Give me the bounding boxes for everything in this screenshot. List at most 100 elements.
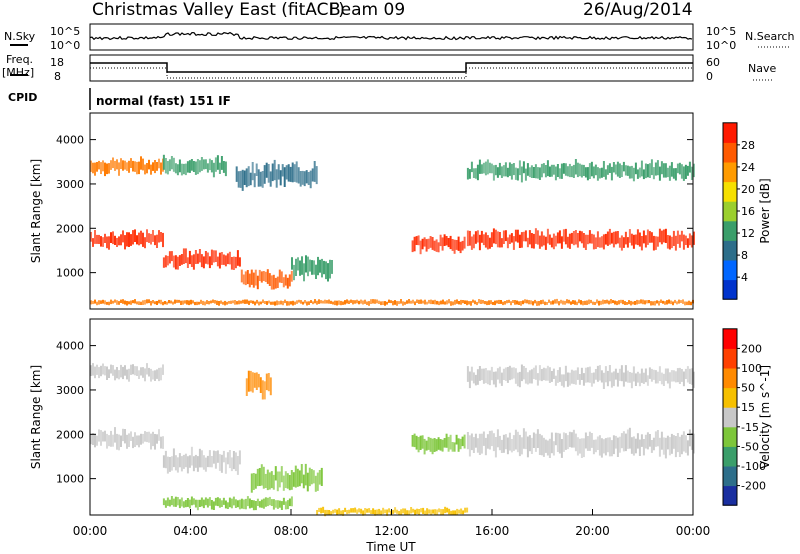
band-9-cell	[616, 161, 619, 177]
band-10-cell	[456, 299, 458, 304]
band-6-cell	[331, 260, 333, 274]
band-0-cell	[142, 158, 144, 171]
band-8-cell	[594, 439, 597, 453]
band-5-cell	[190, 496, 193, 506]
band-1-cell	[128, 232, 130, 247]
band-6-cell	[448, 508, 451, 515]
band-10-cell	[168, 300, 170, 304]
band-6-cell	[392, 509, 395, 514]
band-9-cell	[476, 164, 479, 181]
band-1-cell	[128, 433, 130, 447]
band-8-cell	[550, 432, 553, 454]
band-8-cell	[634, 234, 637, 245]
band-10-cell	[492, 301, 494, 305]
band-1-cell	[154, 434, 156, 450]
colorbar-segment	[723, 387, 737, 408]
band-8-cell	[572, 231, 575, 246]
band-9-cell	[530, 369, 533, 384]
band-6-cell	[436, 509, 439, 515]
band-10-cell	[590, 299, 592, 304]
band-9-cell	[692, 163, 695, 178]
band-9-cell	[544, 368, 547, 381]
band-7-cell	[447, 238, 450, 248]
band-7-cell	[429, 437, 432, 452]
band-10-cell	[468, 301, 470, 305]
band-0-cell	[94, 366, 96, 379]
band-6-cell	[450, 510, 453, 515]
band-10-cell	[110, 299, 112, 305]
band-4-cell	[243, 170, 246, 185]
band-9-cell	[482, 162, 485, 174]
band-0-cell	[96, 364, 98, 375]
band-4-cell	[259, 171, 262, 187]
colorbar-tick-label: 8	[741, 249, 748, 262]
band-6-cell	[305, 255, 307, 273]
band-7-cell	[433, 438, 436, 452]
band-9-cell	[610, 372, 613, 388]
band-6-cell	[440, 509, 443, 515]
band-8-cell	[612, 231, 615, 248]
band-9-cell	[598, 168, 601, 179]
band-8-cell	[496, 231, 499, 248]
band-1-cell	[122, 428, 124, 442]
band-6-cell	[398, 511, 401, 515]
band-10-cell	[102, 299, 104, 304]
band-8-cell	[514, 429, 517, 450]
band-0-cell	[116, 159, 118, 170]
band-0-cell	[152, 162, 154, 171]
band-9-cell	[556, 370, 559, 383]
band-9-cell	[562, 163, 565, 174]
colorbar-tick-label: 20	[741, 183, 755, 196]
band-9-cell	[480, 368, 483, 381]
band-3-cell	[259, 377, 262, 393]
band-6-cell	[321, 258, 323, 278]
band-6-cell	[313, 260, 315, 275]
nsearch-label: N.Search	[745, 30, 795, 43]
band-1-cell	[152, 431, 154, 447]
band-6-cell	[303, 263, 305, 282]
colorbar-tick-label: -200	[741, 480, 766, 493]
band-10-cell	[610, 299, 612, 304]
band-8-cell	[622, 431, 625, 452]
band-7-cell	[443, 234, 446, 246]
band-9-cell	[488, 162, 491, 174]
band-8-cell	[668, 437, 671, 456]
band-9-cell	[520, 166, 523, 183]
band-4-cell	[315, 166, 318, 185]
band-8-cell	[570, 232, 573, 244]
band-9-cell	[474, 168, 477, 179]
band-10-cell	[532, 301, 534, 306]
band-1-cell	[118, 434, 120, 451]
power-yticks: 1000 2000 3000 4000	[56, 134, 693, 280]
band-9-cell	[642, 372, 645, 384]
band-8-cell	[498, 435, 501, 451]
band-4-cell	[309, 170, 312, 189]
band-5-cell	[280, 271, 283, 283]
band-1-cell	[102, 237, 104, 247]
band-5-cell	[284, 501, 287, 510]
band-7-cell	[431, 438, 434, 455]
band-10-cell	[284, 299, 286, 304]
band-1-cell	[106, 433, 108, 449]
band-8-cell	[510, 439, 513, 453]
band-8-cell	[506, 437, 509, 455]
band-0-cell	[148, 367, 150, 377]
band-3-cell	[166, 161, 169, 175]
band-10-cell	[160, 299, 162, 305]
band-9-cell	[568, 372, 571, 386]
band-7-cell	[463, 236, 466, 249]
band-4-cell	[300, 464, 303, 484]
band-9-cell	[584, 367, 587, 383]
band-10-cell	[518, 301, 520, 305]
band-1-cell	[160, 436, 162, 449]
band-10-cell	[572, 300, 574, 305]
band-5-cell	[164, 500, 167, 508]
band-9-cell	[538, 167, 541, 180]
band-10-cell	[512, 300, 514, 303]
band-5-cell	[262, 271, 265, 281]
band-10-cell	[606, 299, 608, 304]
band-8-cell	[468, 230, 471, 246]
band-5-cell	[280, 501, 283, 510]
band-6-cell	[368, 508, 371, 513]
band-10-cell	[412, 299, 414, 304]
